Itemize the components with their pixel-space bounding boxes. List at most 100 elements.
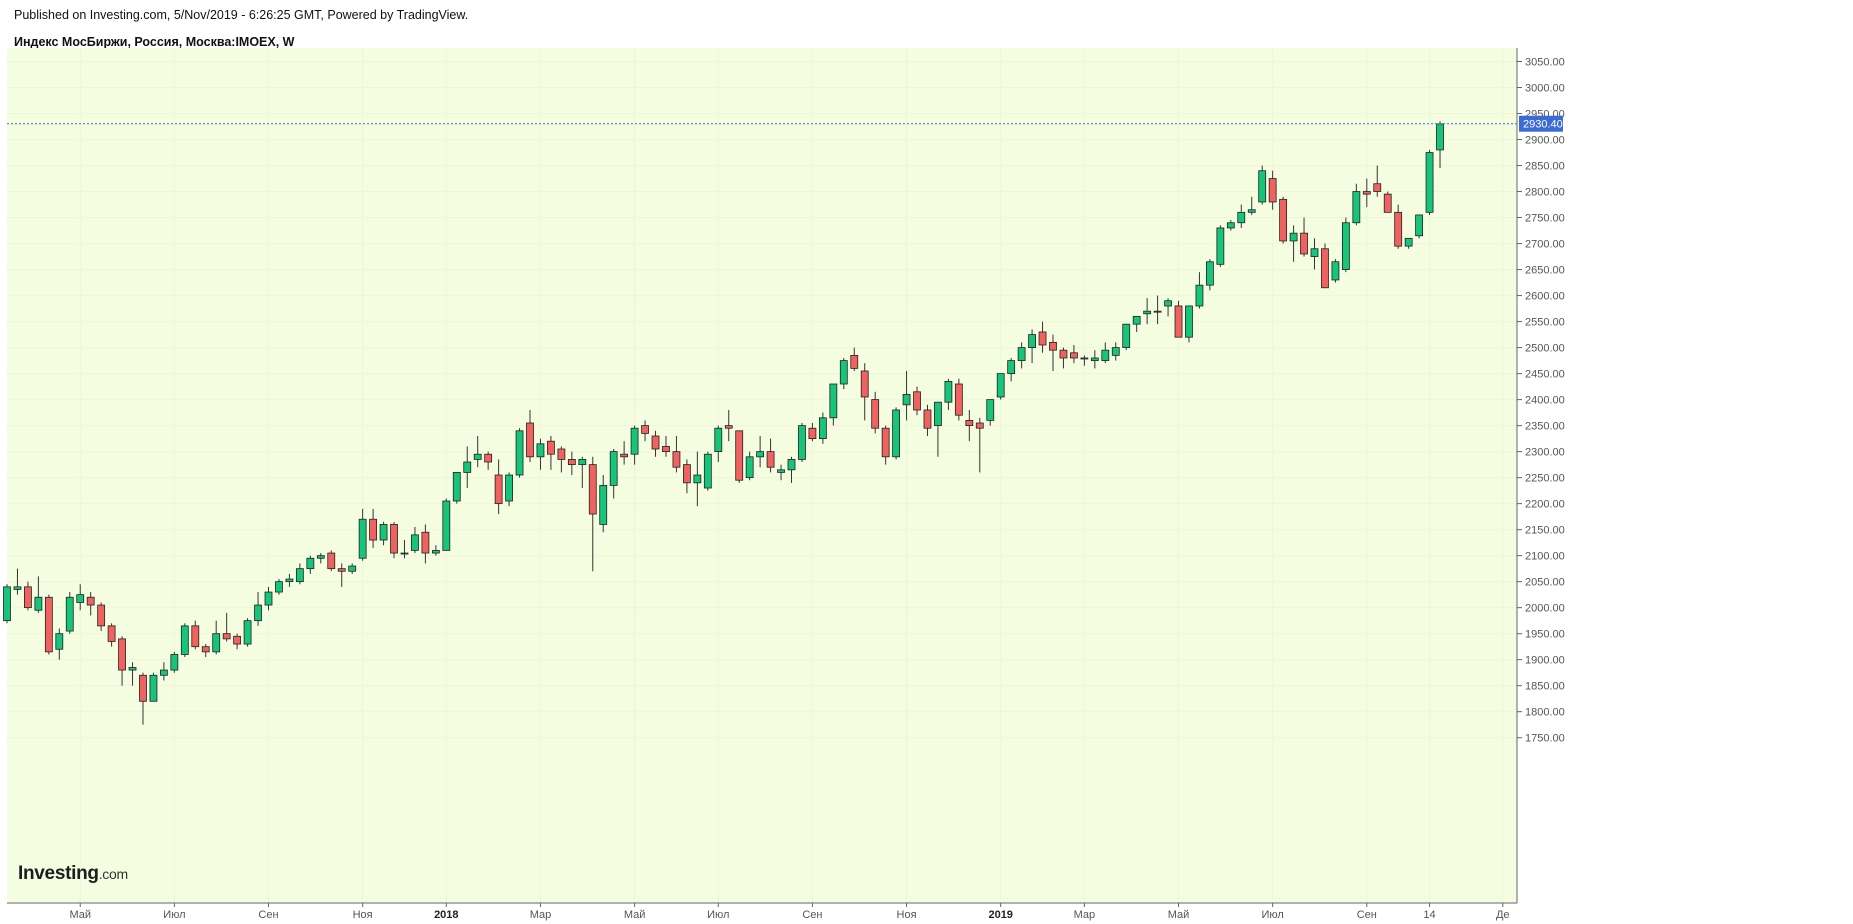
candle[interactable] — [411, 527, 419, 554]
candle[interactable] — [923, 404, 932, 437]
candle[interactable] — [254, 592, 262, 626]
candle[interactable] — [672, 436, 681, 473]
candle[interactable] — [400, 540, 409, 559]
candle[interactable] — [1352, 183, 1361, 226]
candle[interactable] — [306, 555, 315, 574]
candle[interactable] — [431, 545, 440, 556]
candle[interactable] — [275, 579, 283, 595]
candle[interactable] — [442, 498, 451, 551]
candle[interactable] — [484, 451, 493, 470]
candle[interactable] — [191, 620, 200, 650]
candle[interactable] — [766, 438, 775, 473]
candle[interactable] — [139, 672, 147, 725]
candle[interactable] — [954, 378, 963, 421]
candle[interactable] — [829, 383, 838, 426]
candle[interactable] — [818, 412, 827, 444]
candle[interactable] — [703, 451, 712, 491]
candle[interactable] — [390, 521, 398, 559]
candle[interactable] — [1331, 259, 1340, 283]
candle[interactable] — [996, 373, 1005, 400]
candle[interactable] — [170, 651, 179, 673]
candle[interactable] — [1321, 243, 1329, 289]
candle[interactable] — [1394, 204, 1403, 249]
candle[interactable] — [473, 436, 482, 468]
candle[interactable] — [295, 563, 304, 585]
candle[interactable] — [118, 636, 126, 686]
candle[interactable] — [777, 464, 785, 481]
candle[interactable] — [975, 417, 984, 473]
candle[interactable] — [965, 410, 974, 442]
candle[interactable] — [756, 436, 765, 468]
candle[interactable] — [264, 586, 273, 611]
candle[interactable] — [1049, 334, 1057, 371]
candle[interactable] — [1383, 191, 1392, 213]
candle[interactable] — [337, 563, 346, 587]
candle[interactable] — [902, 370, 911, 421]
candle[interactable] — [24, 581, 32, 611]
candle[interactable] — [1373, 165, 1382, 197]
candle[interactable] — [1028, 329, 1036, 364]
candle[interactable] — [285, 573, 294, 587]
candle[interactable] — [159, 662, 168, 681]
candle[interactable] — [620, 441, 629, 465]
candle[interactable] — [463, 446, 472, 489]
candle[interactable] — [494, 459, 503, 515]
candle[interactable] — [944, 378, 953, 411]
candle[interactable] — [44, 594, 53, 655]
candle[interactable] — [1268, 170, 1277, 210]
candle[interactable] — [1310, 238, 1319, 270]
candle[interactable] — [107, 623, 116, 647]
investing-logo[interactable]: Investing.com — [18, 863, 128, 884]
candle[interactable] — [934, 401, 942, 457]
candle[interactable] — [693, 451, 702, 507]
candle[interactable] — [316, 553, 325, 564]
candle[interactable] — [787, 456, 796, 483]
candle[interactable] — [986, 399, 995, 426]
candle[interactable] — [808, 423, 817, 442]
candle[interactable] — [662, 436, 670, 457]
candle[interactable] — [1090, 350, 1099, 369]
candle[interactable] — [243, 618, 252, 647]
candle[interactable] — [515, 428, 524, 478]
candle[interactable] — [1080, 355, 1089, 366]
candle[interactable] — [1132, 315, 1141, 332]
candle[interactable] — [86, 592, 95, 616]
candle[interactable] — [1226, 220, 1235, 231]
candle[interactable] — [683, 459, 691, 494]
candle[interactable] — [1059, 347, 1068, 369]
candle[interactable] — [379, 521, 388, 546]
candle[interactable] — [3, 584, 11, 624]
candle[interactable] — [1174, 300, 1183, 338]
candle[interactable] — [881, 425, 890, 465]
candle[interactable] — [1101, 342, 1110, 364]
candle[interactable] — [421, 524, 430, 564]
candle[interactable] — [892, 407, 900, 460]
candle[interactable] — [1070, 344, 1078, 364]
candle[interactable] — [212, 620, 221, 655]
candle[interactable] — [714, 425, 723, 463]
candle[interactable] — [201, 644, 210, 658]
candle[interactable] — [1300, 217, 1308, 257]
candle[interactable] — [1195, 272, 1204, 309]
candle[interactable] — [567, 451, 576, 476]
candle[interactable] — [1038, 321, 1047, 353]
candle[interactable] — [724, 410, 733, 442]
candle[interactable] — [599, 475, 608, 533]
candle[interactable] — [13, 568, 22, 595]
candle[interactable] — [1017, 342, 1026, 369]
candle[interactable] — [913, 386, 921, 416]
candle[interactable] — [547, 436, 555, 470]
candle[interactable] — [1425, 149, 1434, 215]
plot-area[interactable] — [7, 48, 1517, 903]
candle[interactable] — [1415, 214, 1423, 239]
candle[interactable] — [65, 592, 74, 634]
candle[interactable] — [1289, 225, 1298, 262]
candle[interactable] — [97, 602, 106, 632]
candle[interactable] — [1206, 259, 1214, 291]
candle[interactable] — [850, 347, 859, 371]
candle[interactable] — [1237, 204, 1246, 228]
candle[interactable] — [536, 438, 545, 470]
candle[interactable] — [76, 584, 85, 611]
candle[interactable] — [1122, 323, 1131, 351]
